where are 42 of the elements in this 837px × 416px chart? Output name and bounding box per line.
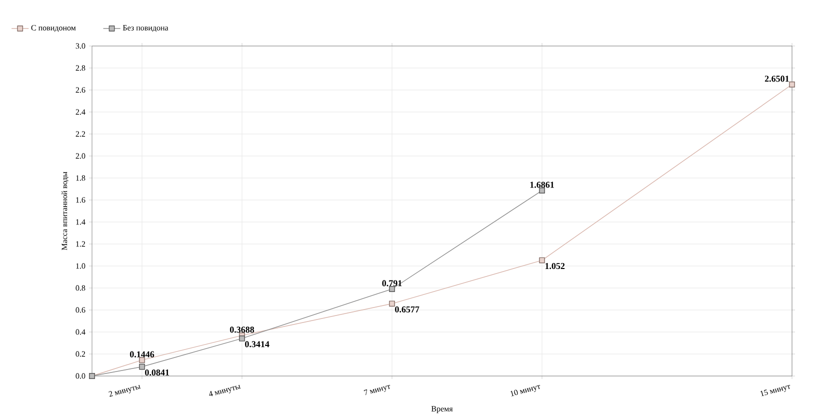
y-tick-label: 1.8 xyxy=(76,175,86,181)
legend-label: С повидоном xyxy=(31,25,76,32)
data-label: 2.6501 xyxy=(764,76,789,82)
y-tick-label: 0.8 xyxy=(76,285,86,291)
data-label: 0.3414 xyxy=(245,341,270,348)
point xyxy=(789,82,795,88)
x-axis-title: Время xyxy=(431,406,453,414)
y-tick-label: 1.6 xyxy=(76,197,86,203)
y-tick-label: 2.6 xyxy=(76,87,86,93)
point xyxy=(389,300,395,307)
point xyxy=(389,286,395,292)
y-tick-label: 0.6 xyxy=(76,307,86,313)
point xyxy=(239,336,245,342)
data-label: 0.1446 xyxy=(130,351,154,358)
data-label: 0.6577 xyxy=(395,306,420,312)
x-tick-label: 7 минут xyxy=(364,384,390,396)
y-tick-label: 2.4 xyxy=(76,109,86,115)
y-tick-label: 0.2 xyxy=(76,351,86,357)
y-tick-label: 0.4 xyxy=(76,329,86,335)
x-tick-label: 15 минут xyxy=(760,384,790,396)
point xyxy=(139,364,145,370)
point xyxy=(539,257,545,264)
x-tick-label: 2 минуты xyxy=(108,384,141,397)
y-tick-label: 2.2 xyxy=(76,131,86,137)
y-tick-label: 3.0 xyxy=(76,43,86,49)
x-tick-label: 4 минуты xyxy=(209,384,241,396)
y-axis-title: Масса впитанной воды xyxy=(62,172,69,250)
y-tick-label: 2.8 xyxy=(76,65,86,71)
y-tick-label: 0.0 xyxy=(76,373,86,379)
data-label: 0.3688 xyxy=(230,326,254,333)
x-tick-label: 10 минут xyxy=(510,384,540,396)
legend-label: Без повидона xyxy=(122,25,168,32)
point xyxy=(139,357,145,364)
y-tick-label: 1.0 xyxy=(76,263,86,269)
y-tick-label: 1.2 xyxy=(76,241,86,247)
data-label: 0.0841 xyxy=(145,369,169,376)
point xyxy=(539,188,545,194)
y-tick-label: 2.0 xyxy=(76,153,86,159)
y-tick-label: 1.4 xyxy=(76,219,86,225)
data-label: 1.6861 xyxy=(530,182,554,188)
data-label: 0.791 xyxy=(382,280,402,286)
data-label: 1.052 xyxy=(545,262,565,270)
